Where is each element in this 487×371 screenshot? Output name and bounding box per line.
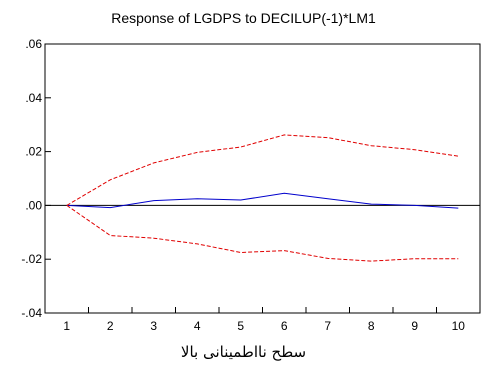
x-tick-label: 9 [411, 319, 418, 333]
x-tick-label: 3 [150, 319, 157, 333]
x-tick-label: 2 [107, 319, 114, 333]
upper-band-line [66, 134, 459, 206]
plot-frame [44, 43, 481, 314]
y-tick-label: -.04 [21, 306, 42, 320]
plot-area: .06 .04 .02 .00 -.02 -.04 1 2 3 4 5 6 7 8 9 10 [21, 37, 481, 333]
x-tick-label: 4 [194, 319, 201, 333]
x-tick-label: 6 [281, 319, 288, 333]
x-tick-label: 1 [63, 319, 70, 333]
x-tick-label: 10 [452, 319, 466, 333]
x-tick-label: 8 [368, 319, 375, 333]
y-tick-label: .02 [25, 145, 42, 159]
chart-title: Response of LGDPS to DECILUP(-1)*LM1 [111, 10, 376, 26]
y-tick-label: .00 [25, 198, 42, 212]
lower-band-line [66, 204, 459, 262]
x-tick-label: 5 [237, 319, 244, 333]
y-tick-label: -.02 [21, 252, 42, 266]
response-line [66, 192, 459, 209]
y-tick-label: .06 [25, 37, 42, 51]
x-axis-caption: سطح نااطمینانی بالا [180, 343, 307, 361]
x-tick-label: 7 [324, 319, 331, 333]
y-tick-label: .04 [25, 91, 42, 105]
